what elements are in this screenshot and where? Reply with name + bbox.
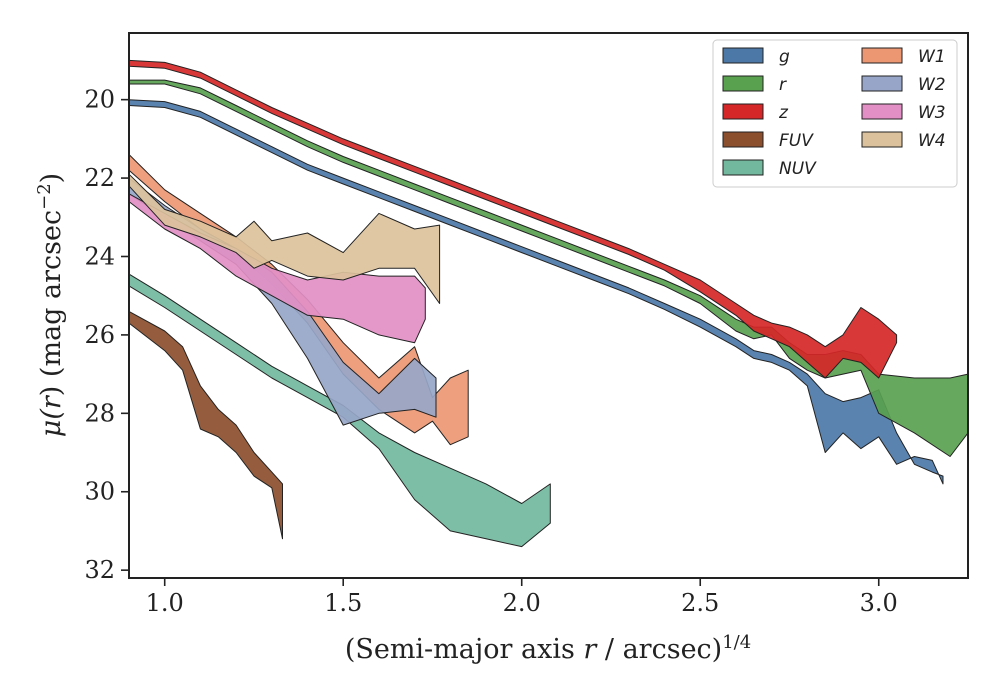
x-axis: 1.0 1.5 2.0 2.5 3.0 <box>146 578 898 617</box>
plot-frame <box>128 32 969 579</box>
x-axis-title-var: r <box>583 634 598 665</box>
y-axis-title-main: μ( <box>36 408 67 438</box>
y-tick-label: 24 <box>84 242 115 270</box>
y-axis-title-sup: −2 <box>34 183 55 210</box>
x-tick-label: 2.5 <box>681 589 719 617</box>
legend-swatch-nuv <box>722 159 764 176</box>
x-axis-title-sup: 1/4 <box>722 632 751 653</box>
y-axis: 20 22 24 26 28 30 32 <box>84 86 129 584</box>
x-tick-label: 1.5 <box>324 589 362 617</box>
y-tick-label: 30 <box>84 478 115 506</box>
x-tick-label: 3.0 <box>860 589 898 617</box>
series-layer <box>128 59 969 548</box>
series-band-w4 <box>128 173 441 304</box>
x-tick-label: 2.0 <box>503 589 541 617</box>
legend-swatch-w2 <box>861 75 903 92</box>
legend-swatch-w4 <box>861 131 903 148</box>
legend-label-g: g <box>779 47 790 67</box>
x-tick-label: 1.0 <box>146 589 184 617</box>
series-band-z <box>128 59 898 379</box>
x-axis-title-rest: / arcsec) <box>596 634 722 665</box>
series-band-fuv <box>128 310 283 540</box>
legend-swatch-g <box>722 47 764 64</box>
series-band-g <box>128 99 944 485</box>
y-axis-title-var: r <box>36 394 67 409</box>
x-axis-title: (Semi-major axis r / arcsec)1/4 <box>345 632 751 665</box>
legend-label-w3: W3 <box>918 103 946 123</box>
y-axis-title-rest: ) (mag arcsec <box>36 210 67 396</box>
y-tick-label: 20 <box>84 86 115 114</box>
y-tick-label: 32 <box>84 556 115 584</box>
y-tick-label: 28 <box>84 399 115 427</box>
legend-label-z: z <box>778 103 789 123</box>
legend-label-nuv: NUV <box>779 159 817 179</box>
y-tick-label: 26 <box>84 321 115 349</box>
x-axis-title-main: (Semi-major axis <box>345 634 584 665</box>
legend-swatch-w3 <box>861 103 903 120</box>
legend-label-w4: W4 <box>918 131 946 151</box>
legend-label-w2: W2 <box>918 75 946 95</box>
legend-swatch-fuv <box>722 131 764 148</box>
legend-swatch-w1 <box>861 47 903 64</box>
y-axis-title: μ(r) (mag arcsec−2) <box>34 173 67 437</box>
y-axis-title-end: ) <box>36 173 67 184</box>
legend-label-r: r <box>779 75 787 95</box>
legend: grz FUV NUV W1 W2 W3 W4 <box>712 39 958 188</box>
y-tick-label: 22 <box>84 164 115 192</box>
legend-label-w1: W1 <box>918 47 946 67</box>
legend-swatch-r <box>722 75 764 92</box>
legend-label-fuv: FUV <box>779 131 814 151</box>
legend-swatch-z <box>722 103 764 120</box>
